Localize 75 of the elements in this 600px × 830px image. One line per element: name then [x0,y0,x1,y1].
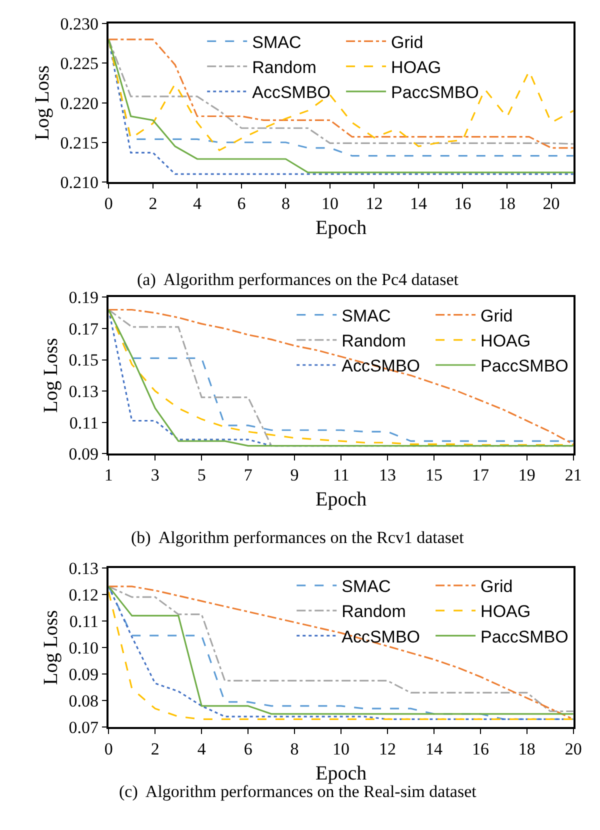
x-tick-label: 10 [332,739,350,758]
y-tick-label: 0.11 [69,413,99,432]
x-tick-label: 16 [454,194,472,214]
y-tick-label: 0.09 [68,665,99,684]
x-axis-title: Epoch [315,217,367,240]
y-tick-label: 0.15 [68,350,99,370]
legend-label: Grid [391,32,424,52]
legend-label: HOAG [480,332,531,351]
x-tick-label: 13 [379,466,396,485]
legend-label: Grid [480,577,513,596]
y-tick-label: 0.08 [68,692,99,711]
x-tick-label: 6 [244,739,252,758]
x-tick-label: 3 [150,466,160,485]
x-tick-label: 2 [148,194,158,214]
x-tick-label: 12 [366,194,383,214]
x-tick-label: 20 [564,739,582,758]
legend-label: PaccSMBO [480,356,568,376]
y-tick-label: 0.09 [68,444,99,464]
y-tick-label: 0.13 [68,382,99,401]
y-tick-label: 0.12 [68,585,99,604]
x-tick-label: 9 [290,466,299,485]
y-axis-title: Log Loss [31,65,54,140]
x-tick-label: 8 [281,194,290,214]
x-axis-title: Epoch [315,488,367,511]
y-tick-label: 0.17 [68,319,100,338]
y-axis-title: Log Loss [40,610,62,686]
y-tick-label: 0.10 [68,638,99,658]
y-tick-label: 0.07 [68,718,100,738]
x-tick-label: 14 [425,739,443,758]
y-tick-label: 0.215 [60,133,99,152]
legend-label: SMAC [342,577,391,596]
x-tick-label: 7 [244,466,253,485]
text: (b) Algorithm performances on the Rcv1 dataset [131,528,464,547]
legend-label: Random [342,602,406,622]
legend-label: AccSMBO [252,83,331,102]
legend-label: HOAG [480,602,531,622]
legend-label: Grid [480,306,513,326]
text: (a) Algorithm performances on the Pc4 dataset [137,270,459,289]
x-tick-label: 21 [564,466,582,485]
x-tick-label: 14 [410,194,428,214]
y-tick-label: 0.225 [60,54,99,74]
legend-label: SMAC [252,32,302,52]
legend-label: PaccSMBO [480,627,568,646]
x-tick-label: 12 [379,739,396,758]
x-tick-label: 11 [332,466,350,485]
y-tick-label: 0.210 [60,172,99,192]
legend-label: SMAC [342,306,391,326]
legend-label: Random [342,332,406,351]
legend-label: Random [252,58,316,77]
legend-label: HOAG [391,58,442,77]
x-tick-label: 2 [150,739,160,758]
x-tick-label: 17 [472,466,490,485]
x-tick-label: 4 [192,194,202,214]
x-tick-label: 18 [498,194,516,214]
y-tick-label: 0.230 [60,14,99,34]
y-tick-label: 0.11 [69,612,99,631]
x-tick-label: 8 [290,739,299,758]
x-tick-label: 20 [542,194,560,214]
x-tick-label: 5 [197,466,206,485]
x-tick-label: 0 [104,194,113,214]
x-tick-label: 19 [518,466,536,485]
x-tick-label: 0 [104,739,113,758]
legend-label: PaccSMBO [391,83,479,102]
x-tick-label: 18 [518,739,536,758]
y-axis-title: Log Loss [40,338,62,413]
x-tick-label: 1 [104,466,113,485]
x-axis-title: Epoch [315,762,367,784]
x-tick-label: 6 [237,194,246,214]
y-tick-label: 0.220 [60,94,99,113]
x-tick-label: 15 [425,466,442,485]
x-tick-label: 16 [472,739,489,758]
x-tick-label: 4 [197,739,206,758]
y-tick-label: 0.13 [68,558,99,578]
y-tick-label: 0.19 [68,288,99,308]
x-tick-label: 10 [321,194,338,214]
